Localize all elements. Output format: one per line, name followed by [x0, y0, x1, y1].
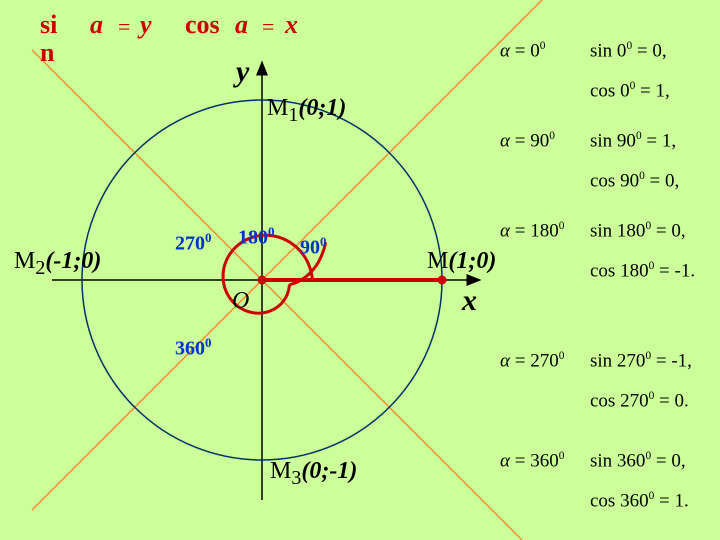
- point-m2-label: M2(-1;0): [14, 248, 101, 280]
- cos-rhs: x: [285, 10, 298, 40]
- point-m1-label: M1(0;1): [267, 95, 346, 127]
- alpha-eq-360: α = 3600: [500, 450, 564, 472]
- cos-eq: =: [262, 14, 274, 40]
- alpha-eq-0: α = 00: [500, 40, 545, 62]
- cos-eq-0: cos 00 = 1,: [590, 80, 670, 102]
- sin-eq-90: sin 900 = 1,: [590, 130, 676, 152]
- sin-rhs: y: [140, 10, 152, 40]
- x-axis-label: x: [462, 284, 477, 318]
- point-m-dot: [438, 276, 447, 285]
- cos-eq-270: cos 2700 = 0.: [590, 390, 689, 412]
- cos-label: cos: [185, 10, 220, 40]
- cos-eq-90: cos 900 = 0,: [590, 170, 679, 192]
- angle-label-360: 3600: [175, 335, 212, 361]
- angle-label-90: 900: [300, 234, 327, 260]
- sin-eq: =: [118, 14, 130, 40]
- sin-eq-0: sin 00 = 0,: [590, 40, 667, 62]
- origin-label: O: [232, 288, 249, 315]
- sin-var: a: [90, 10, 103, 40]
- angle-label-270: 2700: [175, 230, 212, 256]
- sin-eq-360: sin 3600 = 0,: [590, 450, 686, 472]
- alpha-eq-90: α = 900: [500, 130, 555, 152]
- sin-label-1: si: [40, 10, 57, 40]
- point-m3-label: M3(0;-1): [270, 458, 357, 490]
- point-m-label: M(1;0): [427, 248, 496, 275]
- cos-eq-360: cos 3600 = 1.: [590, 490, 689, 512]
- sin-eq-270: sin 2700 = -1,: [590, 350, 692, 372]
- cos-eq-180: cos 1800 = -1.: [590, 260, 695, 282]
- angle-label-180: 1800: [238, 224, 275, 250]
- alpha-eq-270: α = 2700: [500, 350, 564, 372]
- alpha-eq-180: α = 1800: [500, 220, 564, 242]
- sin-label-2: n: [40, 38, 54, 68]
- cos-var: a: [235, 10, 248, 40]
- origin-dot: [258, 276, 267, 285]
- sin-eq-180: sin 1800 = 0,: [590, 220, 686, 242]
- y-axis-label: y: [236, 55, 249, 89]
